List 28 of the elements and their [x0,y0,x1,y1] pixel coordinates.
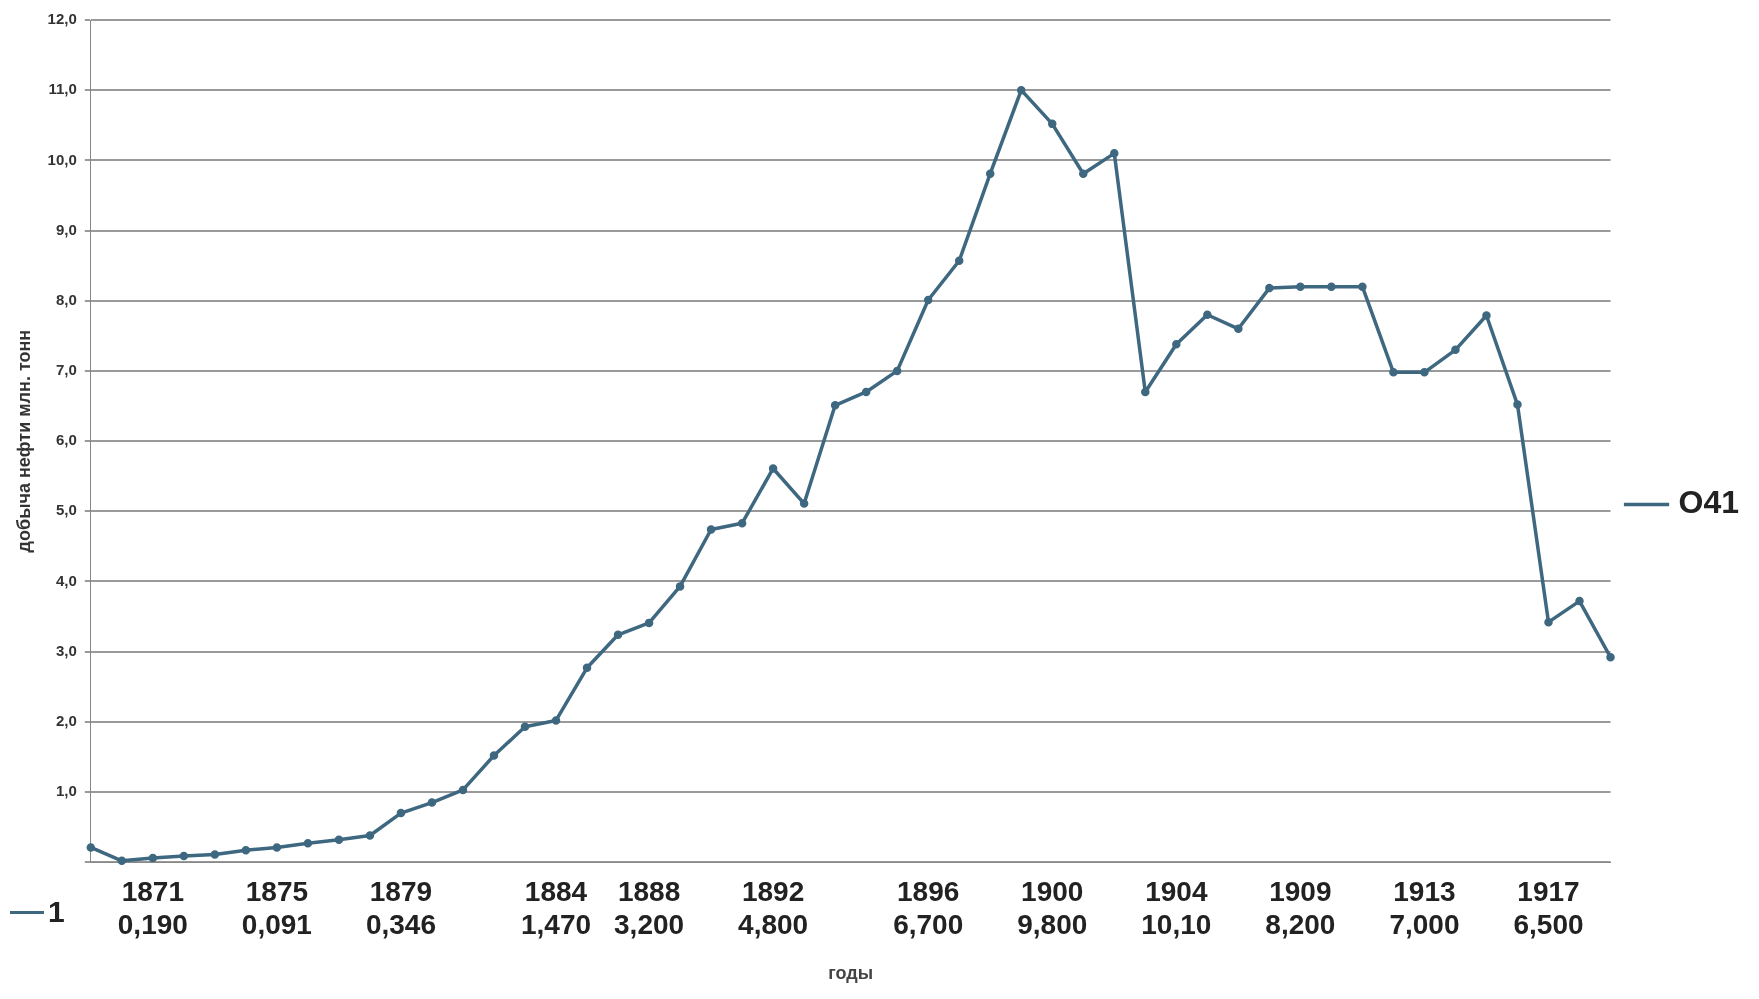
y-tick-label: 9,0 [55,220,77,238]
y-tick-label: 11,0 [48,80,77,98]
x-tick-label: 1904 10,10 [1141,875,1212,941]
x-tick-label: 1909 8,200 [1265,875,1336,941]
y-tick-label: 4,0 [55,571,77,589]
y-tick-label: 1,0 [55,782,77,800]
x-tick-label: 1884 1,470 [520,875,592,941]
x-tick-label: 1900 9,800 [1017,875,1088,941]
y-tick-label: 12,0 [47,10,77,28]
x-tick-label: 1892 4,800 [738,875,809,941]
y-tick-label: 8,0 [55,290,77,308]
y-tick-label: 3,0 [55,641,77,659]
x-tick-label: 1913 7,000 [1389,875,1460,941]
y-tick-label: 7,0 [55,361,77,379]
x-tick-label: 1896 6,700 [893,875,964,941]
y-tick-label: 6,0 [55,431,77,449]
y-tick-label: 2,0 [55,711,77,729]
x-tick-label: 1888 3,200 [614,875,685,941]
text: 1 [48,895,65,929]
x-axis-title: годы [828,963,874,984]
x-tick-label: 1917 6,500 [1513,875,1584,941]
y-axis-title: добыча нефти млн. тонн [13,329,34,553]
x-tick-label: 1871 0,190 [117,875,188,941]
legend-label: O41 [1678,484,1739,521]
x-tick-label: 1879 0,346 [365,875,436,941]
x-tick-label: 1875 0,091 [241,875,312,941]
y-tick-label: 5,0 [55,501,77,519]
y-tick-label: 10,0 [47,150,77,168]
